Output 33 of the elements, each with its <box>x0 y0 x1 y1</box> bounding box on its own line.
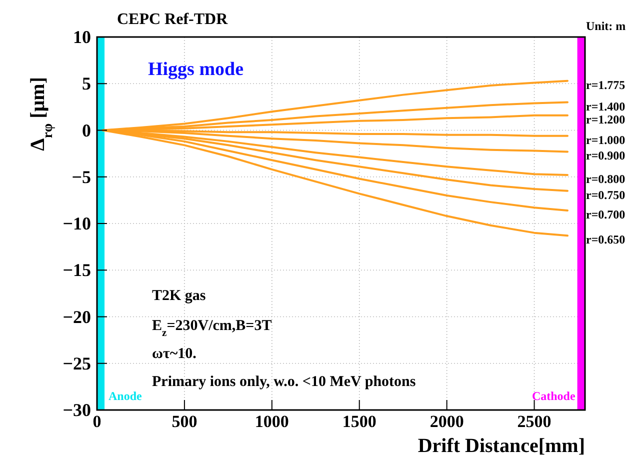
y-tick-label: 5 <box>82 74 91 94</box>
x-tick-label: 2000 <box>430 412 464 431</box>
y-tick-label: −20 <box>62 306 91 327</box>
series-label: r=1.200 <box>586 112 626 126</box>
y-tick-label: −5 <box>72 166 91 187</box>
band-label: Cathode <box>532 389 576 403</box>
y-tick-label: −10 <box>62 214 91 234</box>
x-tick-label: 2500 <box>517 412 552 431</box>
series-label: r=1.000 <box>586 132 626 147</box>
series-label: r=0.650 <box>586 232 626 247</box>
y-tick-label: 10 <box>73 27 91 47</box>
y-tick-label: −30 <box>62 400 91 420</box>
series-label: r=0.900 <box>586 148 626 163</box>
series-label: r=0.750 <box>586 188 626 202</box>
x-tick-label: 1500 <box>342 412 376 431</box>
y-tick-label: 0 <box>82 120 91 140</box>
x-tick-label: 500 <box>172 412 198 431</box>
band-label: Anode <box>108 389 143 403</box>
y-tick-label: −25 <box>62 353 91 374</box>
annotation: E$_{z}$=230V/cm,B=3T <box>152 318 272 338</box>
chart-title: CEPC Ref-TDR <box>117 11 228 28</box>
text: Unit: m <box>586 19 626 33</box>
series-label: r=0.700 <box>586 207 626 222</box>
annotation: Higgs mode <box>148 59 244 80</box>
series-label: r=0.800 <box>586 172 626 186</box>
y-tick-label: −15 <box>62 260 91 280</box>
x-tick-label: 1000 <box>254 412 289 431</box>
annotation: Primary ions only, w.o. <10 MeV photons <box>152 374 416 390</box>
series-label: r=1.400 <box>586 99 626 114</box>
x-axis-title: Drift Distance[mm] <box>418 435 585 457</box>
annotation: ωτ~10. <box>152 346 197 362</box>
annotation: T2K gas <box>152 288 206 304</box>
series-label: r=1.775 <box>586 78 626 92</box>
